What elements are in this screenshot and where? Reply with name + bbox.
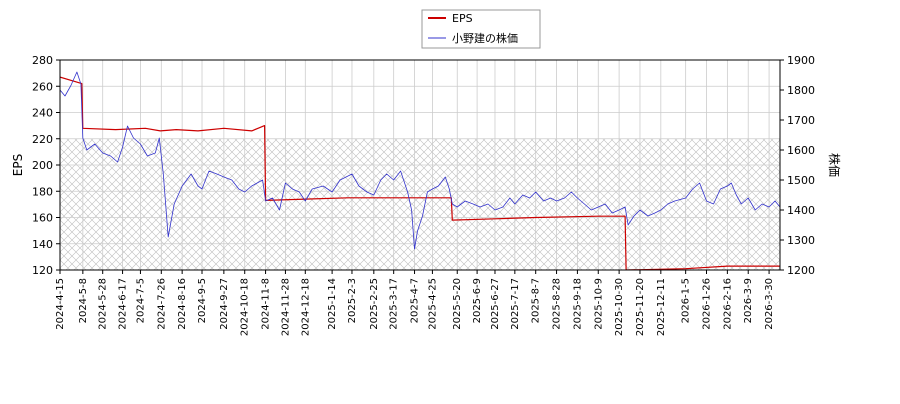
x-tick-label: 2026-3-30: [764, 278, 775, 330]
x-tick-label: 2025-8-7: [531, 278, 542, 323]
x-tick-label: 2025-4-25: [427, 278, 438, 330]
y-tick-label-left: 240: [32, 107, 53, 120]
x-tick-label: 2024-5-8: [78, 278, 89, 323]
y-tick-label-right: 1700: [787, 114, 815, 127]
y-tick-label-left: 260: [32, 80, 53, 93]
stock-price-series-line: [60, 71, 780, 250]
y-tick-label-right: 1800: [787, 84, 815, 97]
x-tick-label: 2025-6-27: [490, 278, 501, 330]
x-tick-label: 2026-1-5: [681, 278, 692, 323]
y-tick-label-left: 180: [32, 185, 53, 198]
y-tick-label-left: 140: [32, 238, 53, 251]
x-tick-label: 2024-6-17: [118, 278, 129, 330]
x-tick-label: 2025-3-17: [389, 278, 400, 330]
y-axis-right: 1200 1300 1400 1500 1600 1700 1800 1900: [780, 54, 815, 277]
x-tick-label: 2024-5-28: [98, 278, 109, 330]
y-tick-label-left: 200: [32, 159, 53, 172]
y-axis-left-label: EPS: [11, 154, 25, 176]
y-tick-label-right: 1200: [787, 264, 815, 277]
x-tick-label: 2025-4-7: [410, 278, 421, 323]
x-axis: 2024-4-15 2024-5-8 2024-5-28 2024-6-17 2024-…: [55, 270, 775, 336]
legend-eps-label: EPS: [452, 12, 473, 25]
y-axis-left: 120 140 160 180 200 220 240 260 280: [32, 54, 60, 277]
y-tick-label-right: 1400: [787, 204, 815, 217]
x-tick-label: 2026-1-26: [702, 278, 713, 330]
x-tick-label: 2025-10-9: [593, 278, 604, 330]
hatched-band: [60, 138, 780, 270]
y-tick-label-left: 220: [32, 133, 53, 146]
x-tick-label: 2024-9-5: [197, 278, 208, 323]
x-tick-label: 2025-10-30: [614, 278, 625, 336]
series-layer: [60, 71, 780, 270]
y-tick-label-left: 120: [32, 264, 53, 277]
x-tick-label: 2024-4-15: [55, 278, 66, 330]
x-tick-label: 2024-10-18: [240, 278, 251, 336]
x-tick-label: 2025-2-3: [347, 278, 358, 323]
x-tick-label: 2025-2-25: [369, 278, 380, 330]
legend-box: [421, 9, 541, 49]
x-tick-label: 2024-11-8: [261, 278, 272, 330]
y-axis-right-label: 株価: [827, 153, 842, 177]
x-tick-label: 2025-8-28: [552, 278, 563, 330]
y-tick-label-right: 1500: [787, 174, 815, 187]
x-tick-label: 2024-9-27: [219, 278, 230, 330]
x-tick-label: 2025-7-17: [510, 278, 521, 330]
x-tick-label: 2026-2-16: [722, 278, 733, 330]
eps-series-line: [60, 76, 780, 270]
x-tick-label: 2026-3-9: [743, 278, 754, 323]
x-tick-label: 2024-8-16: [177, 278, 188, 330]
x-tick-label: 2025-12-11: [656, 278, 667, 336]
x-tick-label: 2025-9-18: [572, 278, 583, 330]
x-tick-label: 2025-11-20: [635, 278, 646, 336]
x-tick-label: 2025-1-14: [327, 278, 338, 330]
x-tick-label: 2024-7-26: [156, 278, 167, 330]
x-tick-label: 2025-5-20: [452, 278, 463, 330]
x-tick-label: 2024-12-18: [300, 278, 311, 336]
legend: EPS 小野建の株価: [421, 9, 541, 49]
x-tick-label: 2024-7-5: [135, 278, 146, 323]
x-tick-label: 2025-6-9: [472, 278, 483, 323]
y-tick-label-right: 1300: [787, 234, 815, 247]
y-tick-label-right: 1900: [787, 54, 815, 67]
y-tick-label-right: 1600: [787, 144, 815, 157]
legend-stock-label: 小野建の株価: [452, 31, 518, 45]
y-tick-label-left: 280: [32, 54, 53, 67]
x-tick-label: 2024-11-28: [280, 278, 291, 336]
y-tick-label-left: 160: [32, 212, 53, 225]
